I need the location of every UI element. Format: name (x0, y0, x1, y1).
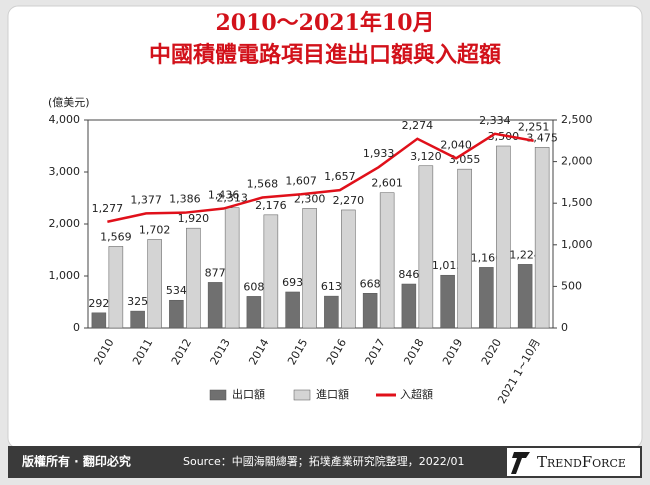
bar (496, 145, 511, 329)
value-label: 1,224 (509, 248, 541, 261)
y2-tick-label: 2,500 (561, 113, 593, 126)
logo-mark (511, 452, 530, 474)
value-label: 2,251 (518, 121, 550, 134)
chart-subtitle: 中國積體電路項目進出口額與入超額 (149, 42, 501, 68)
value-label: 2,300 (294, 192, 326, 205)
value-label: 2,270 (333, 194, 365, 207)
value-label: 668 (360, 277, 381, 290)
value-label: 1,569 (100, 230, 132, 243)
source: Source：中國海關總署；拓墣產業研究院整理，2022/01 (183, 454, 464, 468)
legend-swatch (209, 389, 227, 401)
value-label: 1,015 (432, 259, 464, 272)
value-label: 1,436 (208, 189, 240, 202)
value-label: 292 (88, 297, 109, 310)
value-label: 2,176 (255, 199, 287, 212)
bar (169, 299, 184, 329)
y2-tick-label: 500 (561, 279, 582, 292)
bar (457, 168, 472, 329)
copyright: 版權所有 · 翻印必究 (22, 454, 131, 469)
y2-tick-label: 1,500 (561, 196, 593, 209)
value-label: 693 (282, 276, 303, 289)
bar (479, 267, 494, 329)
y2-tick-label: 0 (561, 321, 568, 334)
legend-label: 進口額 (316, 388, 349, 401)
value-label: 1,607 (285, 174, 317, 187)
line (107, 132, 534, 223)
bar (147, 239, 162, 329)
y2-tick-label: 2,000 (561, 155, 593, 168)
bar (285, 291, 300, 329)
bar (186, 227, 201, 329)
y-tick-label: 0 (73, 321, 80, 334)
value-label: 1,277 (92, 202, 124, 215)
bar (440, 274, 455, 329)
bar (263, 214, 279, 329)
bar (362, 293, 378, 329)
bar (379, 192, 395, 329)
bar (534, 147, 550, 329)
y-axis-label: (億美元) (48, 96, 90, 109)
value-label: 2,601 (371, 177, 403, 190)
value-label: 1,920 (178, 212, 210, 225)
y-tick-label: 3,000 (49, 165, 81, 178)
y-tick-label: 1,000 (49, 269, 81, 282)
bar (91, 312, 107, 329)
brand: TrendForce (537, 453, 626, 471)
value-label: 846 (398, 268, 419, 281)
value-label: 613 (321, 280, 342, 293)
bar (517, 264, 533, 329)
value-label: 1,568 (247, 178, 279, 191)
bar (418, 165, 434, 329)
bar (246, 296, 262, 329)
bar (224, 207, 240, 329)
value-label: 1,933 (363, 147, 395, 160)
bar (341, 209, 356, 329)
bar (401, 283, 417, 329)
value-label: 3,055 (449, 153, 481, 166)
value-label: 3,475 (526, 131, 558, 144)
bar (302, 208, 317, 329)
y-tick-label: 4,000 (49, 113, 81, 126)
value-label: 2,040 (440, 138, 472, 151)
value-label: 534 (166, 284, 187, 297)
value-label: 3,120 (410, 150, 442, 163)
y2-tick-label: 1,000 (561, 238, 593, 251)
value-label: 1,166 (471, 251, 503, 264)
value-label: 1,702 (139, 223, 171, 236)
value-label: 877 (205, 266, 226, 279)
legend-label: 入超額 (400, 387, 433, 401)
value-label: 325 (127, 295, 148, 308)
legend-swatch (293, 389, 311, 401)
value-label: 2,274 (402, 119, 434, 132)
value-label: 2,313 (216, 192, 248, 205)
legend-label: 出口額 (232, 387, 265, 401)
bar (324, 295, 339, 329)
bar (207, 282, 223, 329)
value-label: 2,334 (479, 114, 511, 127)
value-label: 1,386 (169, 193, 201, 206)
value-label: 1,657 (324, 170, 356, 183)
y-tick-label: 2,000 (49, 217, 81, 230)
bar (130, 310, 145, 329)
value-label: 1,377 (130, 193, 162, 206)
value-label: 608 (243, 280, 264, 293)
chart-title: 2010～2021年10月 (215, 10, 434, 36)
bar (108, 246, 124, 329)
